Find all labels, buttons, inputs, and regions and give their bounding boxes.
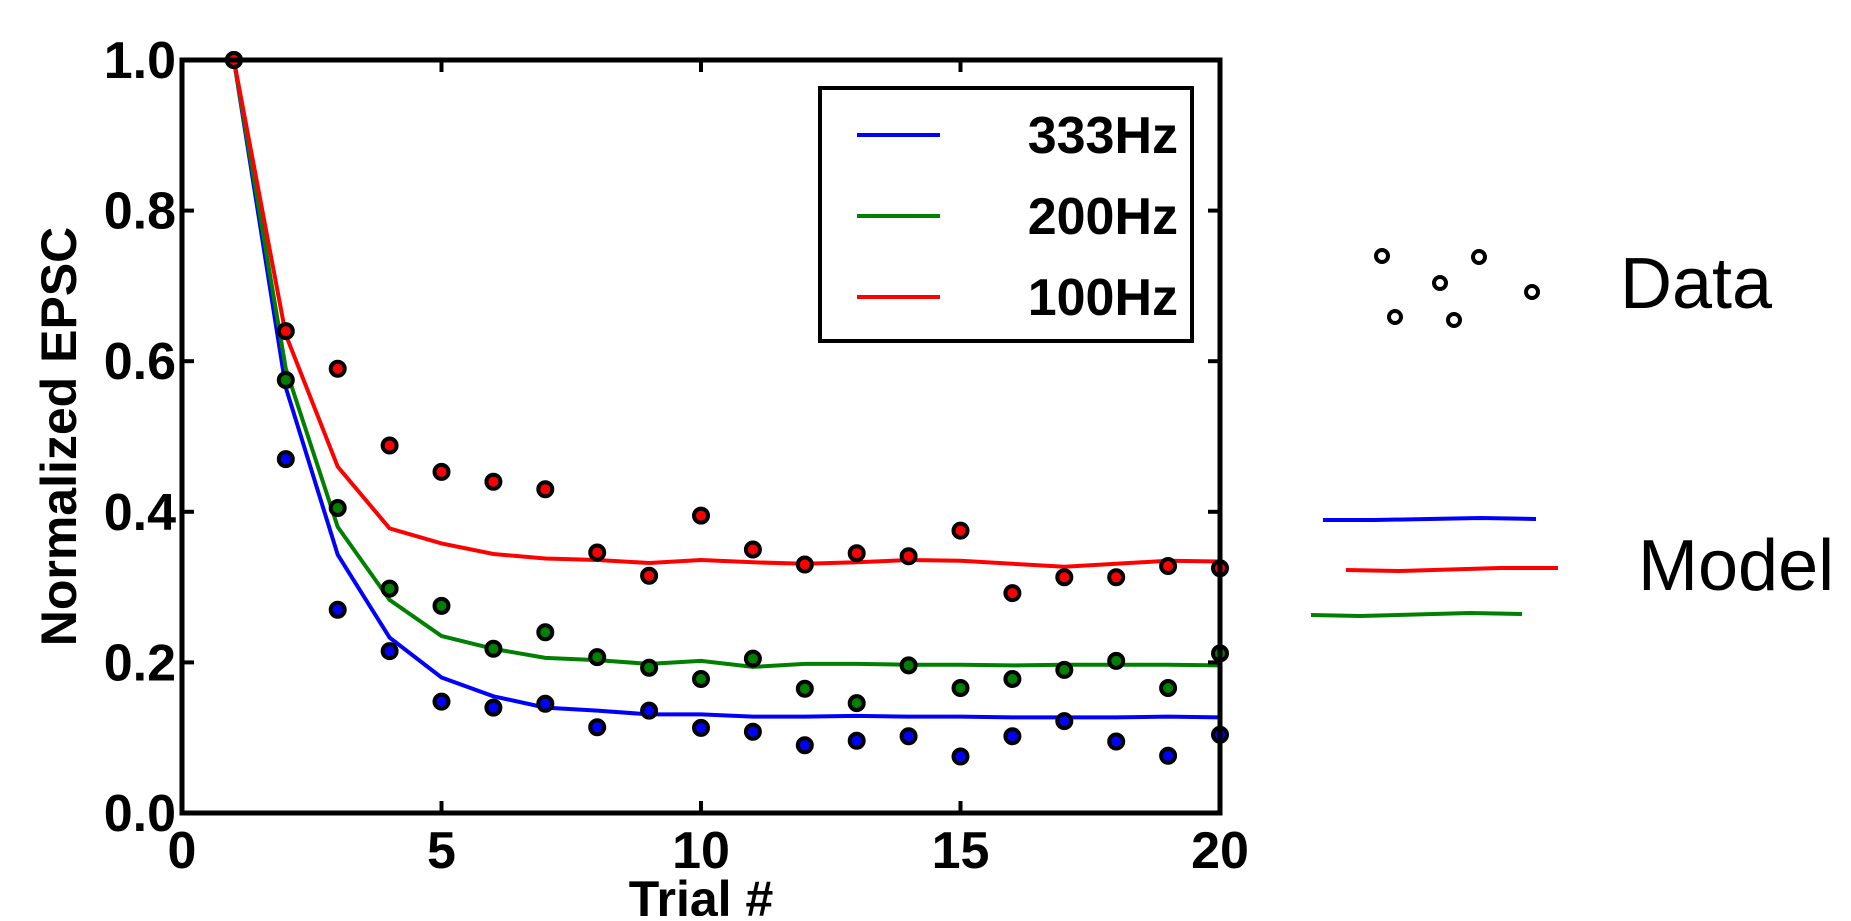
model-lines xyxy=(231,59,1221,720)
data-point-333hz xyxy=(640,701,659,720)
model-line-key-lines xyxy=(1310,515,1558,619)
data-point-333hz xyxy=(432,692,451,711)
data-point-333hz xyxy=(692,718,710,737)
y-tick-label: 0.0 xyxy=(104,785,176,843)
x-tick-label: 10 xyxy=(672,822,730,880)
data-point-333hz xyxy=(1055,712,1074,731)
y-tick-label: 0.4 xyxy=(104,484,176,542)
data-point-100hz xyxy=(432,462,451,481)
y-axis-title: Normalized EPSC xyxy=(31,227,87,647)
data-point-100hz xyxy=(536,480,555,499)
x-axis-title: Trial # xyxy=(629,871,774,916)
x-tick-label: 20 xyxy=(1191,822,1249,880)
data-key-dot xyxy=(1387,309,1403,325)
data-point-200hz xyxy=(743,649,762,668)
data-point-333hz xyxy=(536,694,555,713)
data-point-100hz xyxy=(276,322,295,341)
data-point-100hz xyxy=(951,521,970,540)
data-point-333hz xyxy=(1107,732,1126,751)
model-line-200hz xyxy=(231,59,1221,669)
data-point-100hz xyxy=(1159,557,1178,575)
data-marker-key-dots xyxy=(1374,248,1540,328)
model-key-line xyxy=(1345,566,1558,574)
data-point-100hz xyxy=(1055,568,1074,587)
data-point-333hz xyxy=(380,642,399,661)
data-point-100hz xyxy=(692,506,710,525)
data-point-200hz xyxy=(484,639,503,658)
data-point-200hz xyxy=(692,670,710,688)
data-point-200hz xyxy=(432,596,451,615)
data-point-200hz xyxy=(899,656,918,675)
data-key-dot xyxy=(1524,284,1540,300)
data-point-100hz xyxy=(847,544,866,563)
y-tick-label: 0.2 xyxy=(104,634,176,692)
legend: 333Hz 200Hz 100Hz xyxy=(818,86,1194,343)
data-point-100hz xyxy=(484,472,503,491)
data-point-333hz xyxy=(1003,727,1022,746)
data-key-dot xyxy=(1471,249,1487,265)
data-key-dot xyxy=(1432,275,1448,291)
data-point-200hz xyxy=(276,371,295,389)
data-key-label: Data xyxy=(1620,244,1773,324)
model-key-line xyxy=(1310,610,1523,619)
marker-key: Data Model xyxy=(1310,244,1834,619)
axis-ticks xyxy=(180,58,1222,815)
model-key-line xyxy=(1323,515,1537,522)
data-point-200hz xyxy=(795,679,814,698)
data-point-100hz xyxy=(899,547,918,566)
data-point-333hz xyxy=(795,736,814,755)
data-point-333hz xyxy=(847,731,866,750)
data-point-100hz xyxy=(640,566,659,585)
model-key-label: Model xyxy=(1638,526,1834,606)
data-point-100hz xyxy=(795,555,814,574)
data-key-dot xyxy=(1374,248,1390,264)
data-point-200hz xyxy=(1107,651,1126,670)
data-point-200hz xyxy=(951,679,970,697)
data-point-200hz xyxy=(847,694,866,713)
legend-label-100hz: 100Hz xyxy=(1028,269,1178,327)
data-point-200hz xyxy=(1055,660,1074,679)
y-tick-label: 0.8 xyxy=(104,183,176,241)
data-point-100hz xyxy=(380,436,399,455)
model-line-333hz xyxy=(231,59,1221,720)
axis-tick-labels: 0 5 10 15 20 0.0 0.2 0.4 0.6 0.8 1.0 xyxy=(104,32,1249,880)
x-tick-label: 15 xyxy=(932,822,990,880)
data-point-100hz xyxy=(588,543,607,562)
data-point-333hz xyxy=(588,718,607,737)
x-tick-label: 5 xyxy=(427,822,456,880)
data-point-333hz xyxy=(951,747,970,766)
data-point-333hz xyxy=(276,450,295,469)
data-point-333hz xyxy=(899,727,918,746)
data-point-100hz xyxy=(1003,584,1022,603)
data-point-200hz xyxy=(380,579,399,598)
y-tick-label: 0.6 xyxy=(104,333,176,391)
legend-label-333hz: 333Hz xyxy=(1028,107,1178,165)
data-key-dot xyxy=(1446,312,1462,328)
model-line-100hz xyxy=(231,59,1221,569)
data-point-200hz xyxy=(1159,679,1178,697)
legend-label-200hz: 200Hz xyxy=(1028,188,1178,246)
data-point-100hz xyxy=(1107,568,1126,587)
y-tick-label: 1.0 xyxy=(104,32,176,90)
data-point-333hz xyxy=(328,600,347,619)
data-point-333hz xyxy=(1159,746,1178,765)
data-point-333hz xyxy=(484,698,503,717)
data-point-200hz xyxy=(328,499,347,517)
data-point-333hz xyxy=(743,722,762,741)
data-point-200hz xyxy=(640,658,659,677)
data-point-200hz xyxy=(588,648,607,667)
data-point-100hz xyxy=(328,359,347,378)
x-tick-label: 0 xyxy=(168,822,197,880)
data-point-100hz xyxy=(743,540,762,559)
data-point-200hz xyxy=(536,623,555,642)
data-point-200hz xyxy=(1003,670,1022,688)
